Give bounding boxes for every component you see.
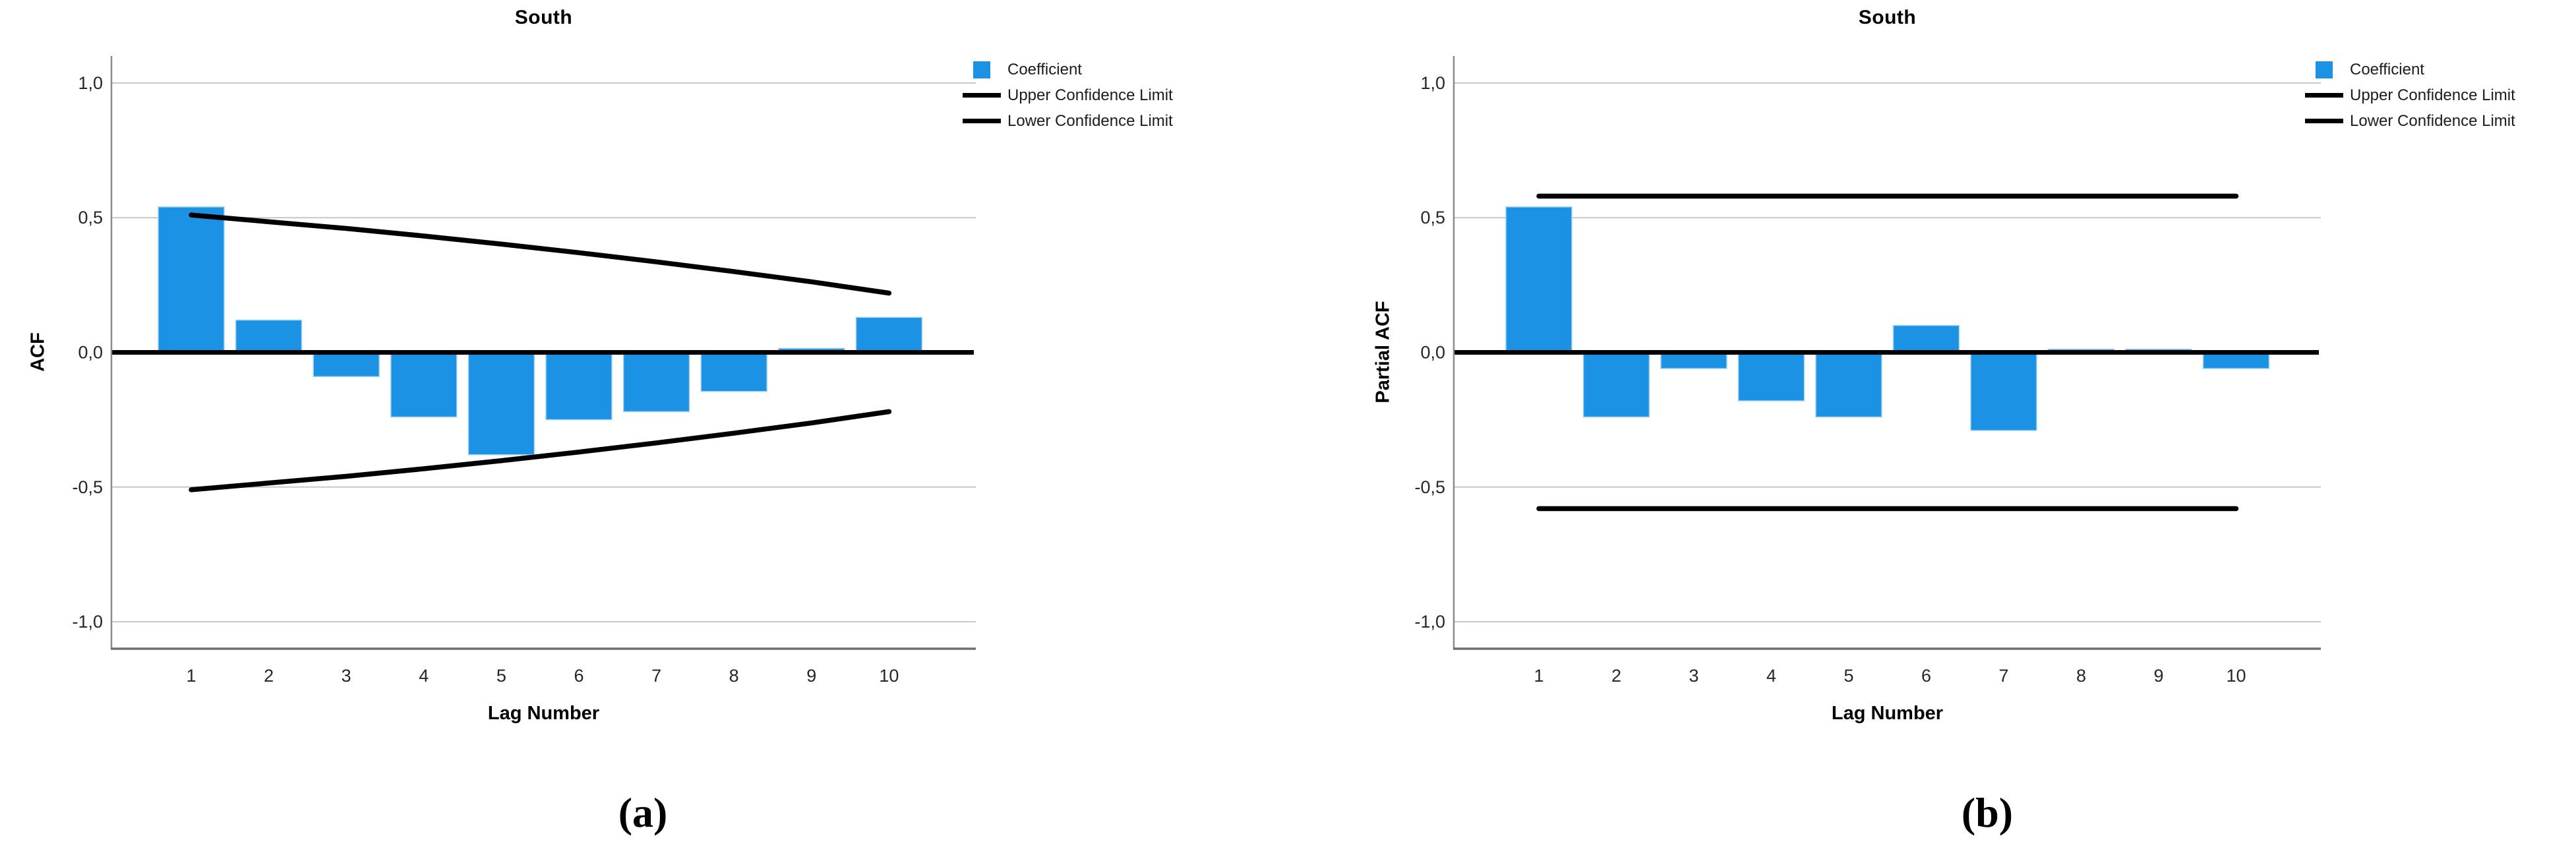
upper-confidence-line-icon: [2305, 93, 2343, 98]
x-tick-label: 4: [419, 666, 429, 686]
x-tick-label: 1: [1534, 666, 1543, 686]
y-tick-label: 1,0: [1420, 73, 1445, 93]
legend-item-coefficient: Coefficient: [963, 57, 1173, 82]
upper-confidence-line: [189, 212, 892, 296]
x-axis-title: Lag Number: [487, 703, 600, 724]
x-tick-label: 6: [1921, 666, 1931, 686]
chart-title: South: [514, 7, 573, 28]
y-tick-label: 0,0: [78, 343, 103, 363]
x-tick-label: 8: [729, 666, 739, 686]
x-tick-label: 8: [2076, 666, 2086, 686]
x-tick-label: 4: [1766, 666, 1776, 686]
legend-item-lower-confidence: Lower Confidence Limit: [963, 108, 1173, 134]
acf-south-plot: 1,0 0,5 0,0 -0,5 -1,0 1 2 3 4 5 6 7 8 9 10: [72, 56, 976, 686]
legend: Coefficient Upper Confidence Limit Lower…: [2305, 57, 2515, 134]
bar-lag-8: [700, 351, 767, 392]
bar-lag-6: [545, 351, 613, 421]
legend-label: Upper Confidence Limit: [1007, 86, 1173, 104]
legend-label: Upper Confidence Limit: [2350, 86, 2515, 104]
bar-lag-1: [1505, 206, 1573, 353]
x-tick-label: 1: [186, 666, 196, 686]
x-tick-label: 10: [879, 666, 899, 686]
y-axis-title: Partial ACF: [1372, 301, 1394, 403]
x-tick-label: 5: [1843, 666, 1853, 686]
lower-confidence-line-icon: [963, 119, 1001, 123]
pacf-south-plot: 1,0 0,5 0,0 -0,5 -1,0 1 2 3 4 5 6 7 8 9 10: [1414, 56, 2321, 686]
x-tick-label: 9: [806, 666, 816, 686]
legend-item-lower-confidence: Lower Confidence Limit: [2305, 108, 2515, 134]
x-tick-label: 6: [574, 666, 584, 686]
legend-item-upper-confidence: Upper Confidence Limit: [2305, 82, 2515, 108]
y-tick-label: 0,0: [1420, 343, 1445, 363]
x-tick-label: 2: [264, 666, 274, 686]
x-axis-title: Lag Number: [1831, 703, 1944, 724]
legend: Coefficient Upper Confidence Limit Lower…: [963, 57, 1173, 134]
legend-label: Coefficient: [2350, 60, 2424, 78]
legend-label: Coefficient: [1007, 60, 1082, 78]
coefficient-swatch-icon: [2316, 61, 2333, 78]
y-axis-title: ACF: [27, 332, 49, 372]
legend-label: Lower Confidence Limit: [1007, 111, 1173, 130]
upper-confidence-line-icon: [963, 93, 1001, 98]
lower-confidence-line: [189, 409, 892, 492]
x-tick-label: 5: [496, 666, 506, 686]
y-tick-label: 0,5: [78, 208, 103, 227]
y-tick-label: -0,5: [1414, 477, 1445, 497]
bar-lag-1: [158, 206, 225, 353]
bar-lag-7: [1970, 351, 2037, 431]
y-tick-label: -1,0: [72, 612, 103, 632]
bar-lag-4: [1737, 351, 1805, 401]
x-tick-label: 3: [1689, 666, 1698, 686]
bar-lag-3: [313, 351, 380, 378]
legend-item-upper-confidence: Upper Confidence Limit: [963, 82, 1173, 108]
bar-lag-2: [1582, 351, 1650, 418]
subfigure-caption-b: (b): [1961, 789, 2014, 836]
bar-lag-2: [235, 319, 303, 353]
y-tick-label: -0,5: [72, 477, 103, 497]
bar-lag-5: [1815, 351, 1882, 418]
bar-lag-4: [390, 351, 458, 418]
bar-lag-7: [622, 351, 690, 413]
y-tick-label: 0,5: [1420, 208, 1445, 227]
x-tick-label: 9: [2153, 666, 2163, 686]
x-tick-label: 10: [2226, 666, 2246, 686]
bar-lag-3: [1660, 351, 1727, 369]
subfigure-caption-a: (a): [618, 789, 668, 836]
x-tick-label: 3: [342, 666, 351, 686]
x-tick-label: 2: [1611, 666, 1621, 686]
x-tick-label: 7: [1998, 666, 2008, 686]
legend-item-coefficient: Coefficient: [2305, 57, 2515, 82]
y-tick-label: 1,0: [78, 73, 103, 93]
legend-label: Lower Confidence Limit: [2350, 111, 2515, 130]
bar-lag-6: [1892, 324, 1960, 353]
y-tick-label: -1,0: [1414, 612, 1445, 632]
bar-lag-10: [2202, 351, 2270, 369]
bar-lag-5: [467, 351, 535, 456]
chart-title: South: [1858, 7, 1917, 28]
x-tick-label: 7: [651, 666, 661, 686]
bar-lag-10: [855, 316, 923, 353]
lower-confidence-line-icon: [2305, 119, 2343, 123]
coefficient-swatch-icon: [973, 61, 990, 78]
